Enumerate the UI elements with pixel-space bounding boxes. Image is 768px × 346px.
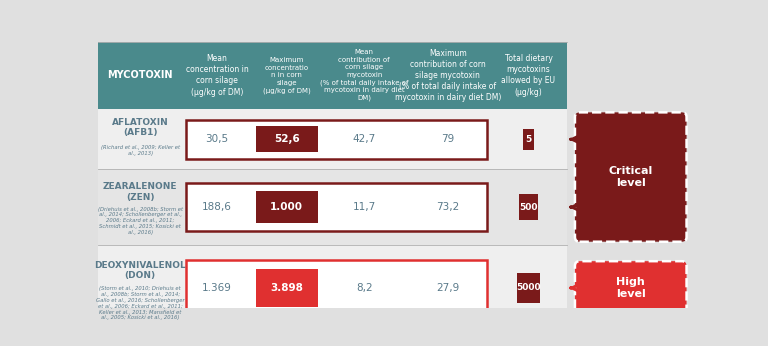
Text: ZEARALENONE
(ZEN): ZEARALENONE (ZEN) bbox=[103, 182, 177, 202]
Text: 500: 500 bbox=[519, 202, 538, 211]
Text: (Driehuis et al., 2008b; Storm et
al., 2014; Schollenberger et al.,
2006; Eckard: (Driehuis et al., 2008b; Storm et al., 2… bbox=[98, 207, 183, 235]
Text: 52,6: 52,6 bbox=[273, 134, 300, 144]
Text: Critical
level: Critical level bbox=[608, 166, 653, 188]
Bar bbox=[98, 245, 568, 331]
Text: 3.898: 3.898 bbox=[270, 283, 303, 293]
Text: Maximum
contribution of corn
silage mycotoxin
(% of total daily intake of
mycoto: Maximum contribution of corn silage myco… bbox=[395, 49, 501, 102]
Bar bbox=[98, 109, 568, 169]
Text: 30,5: 30,5 bbox=[205, 134, 228, 144]
Text: High
level: High level bbox=[616, 277, 646, 299]
Text: Mean
concentration in
corn silage
(µg/kg of DM): Mean concentration in corn silage (µg/kg… bbox=[186, 54, 248, 97]
Bar bbox=[256, 269, 318, 307]
Bar bbox=[186, 183, 487, 231]
Text: 73,2: 73,2 bbox=[436, 202, 459, 212]
Text: 79: 79 bbox=[442, 134, 455, 144]
Text: 27,9: 27,9 bbox=[436, 283, 459, 293]
FancyBboxPatch shape bbox=[575, 261, 687, 315]
Text: 42,7: 42,7 bbox=[353, 134, 376, 144]
Text: 1.000: 1.000 bbox=[270, 202, 303, 212]
Text: 8,2: 8,2 bbox=[356, 283, 372, 293]
Bar bbox=[256, 191, 318, 224]
Text: DEOXYNIVALENOL
(DON): DEOXYNIVALENOL (DON) bbox=[94, 261, 186, 280]
Text: Mean
contribution of
corn silage
mycotoxin
(% of total daily intake of
mycotoxin: Mean contribution of corn silage mycotox… bbox=[320, 49, 409, 101]
Bar bbox=[186, 260, 487, 316]
Text: 11,7: 11,7 bbox=[353, 202, 376, 212]
Text: Total dietary
mycotoxins
allowed by EU
(µg/kg): Total dietary mycotoxins allowed by EU (… bbox=[502, 54, 555, 97]
Text: 5: 5 bbox=[525, 135, 531, 144]
Bar bbox=[256, 126, 318, 152]
Text: 188,6: 188,6 bbox=[202, 202, 232, 212]
Bar bbox=[517, 273, 540, 303]
Bar bbox=[98, 42, 568, 109]
Text: 5000: 5000 bbox=[516, 283, 541, 292]
FancyBboxPatch shape bbox=[575, 112, 687, 242]
Text: AFLATOXIN
(AFB1): AFLATOXIN (AFB1) bbox=[112, 118, 168, 137]
Bar bbox=[186, 120, 487, 158]
Text: Maximum
concentratio
n in corn
silage
(µg/kg of DM): Maximum concentratio n in corn silage (µ… bbox=[263, 57, 310, 94]
Text: (Richard et al., 2009; Keller et
al., 2013): (Richard et al., 2009; Keller et al., 20… bbox=[101, 145, 180, 155]
Bar bbox=[98, 169, 568, 245]
Text: (Storm et al., 2010; Driehuis et
al., 2008b; Storm et al., 2014;
Gallo et al., 2: (Storm et al., 2010; Driehuis et al., 20… bbox=[96, 286, 184, 320]
Text: 1.369: 1.369 bbox=[202, 283, 232, 293]
Bar bbox=[519, 194, 538, 220]
Bar bbox=[523, 129, 534, 150]
Text: MYCOTOXIN: MYCOTOXIN bbox=[108, 70, 173, 80]
